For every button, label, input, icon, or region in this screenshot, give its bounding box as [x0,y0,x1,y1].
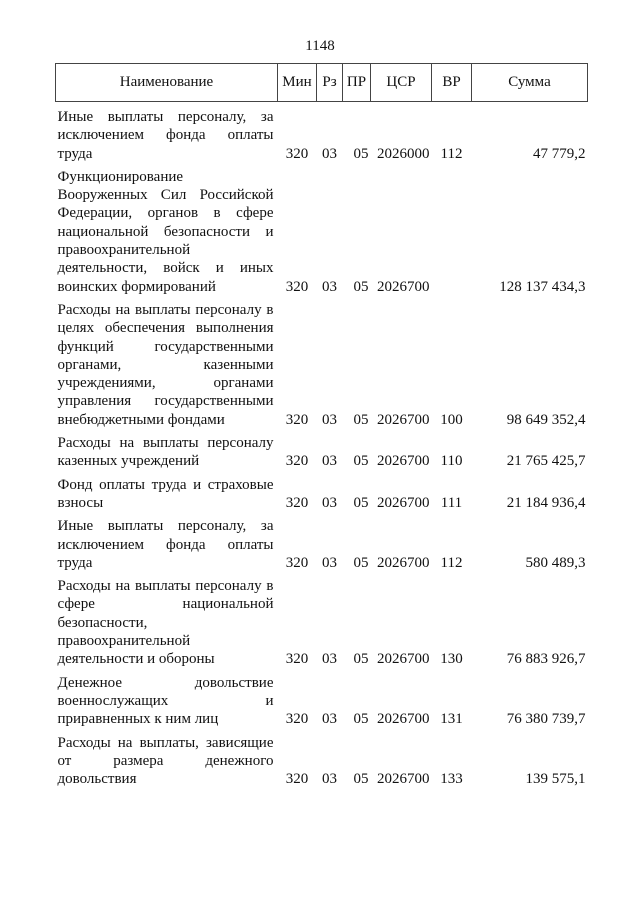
header-pr: ПР [342,63,371,102]
cell-sum: 580 489,3 [525,554,586,571]
cell-pr: 05 [353,771,369,788]
cell-min: 320 [285,453,309,470]
cell-csr: 2026700 [377,453,430,470]
cell-pr: 05 [353,278,369,295]
cell-min: 320 [285,145,309,162]
cell-sum: 21 765 425,7 [506,453,586,470]
cell-name: Денежное довольствие военнослужащих и пр… [57,674,274,728]
table-row: Расходы на выплаты, зависящие от размера… [56,734,588,794]
cell-vr: 110 [440,453,463,470]
header-name: Наименование [55,63,278,102]
cell-vr: 131 [440,711,463,728]
header-vr: ВР [431,63,472,102]
cell-name: Расходы на выплаты, зависящие от размера… [57,734,274,788]
table-row: Расходы на выплаты персоналу в сфере нац… [56,577,588,673]
cell-csr: 2026700 [377,651,430,668]
cell-min: 320 [285,494,309,511]
cell-name: Расходы на выплаты персоналу казенных уч… [57,435,274,470]
cell-vr: 111 [440,494,463,511]
cell-name: Расходы на выплаты персоналу в целях обе… [57,301,274,428]
cell-csr: 2026700 [377,711,430,728]
cell-rz: 03 [322,771,337,788]
cell-csr: 2026700 [377,278,430,295]
cell-sum: 47 779,2 [533,145,586,162]
table-row: Иные выплаты персоналу, за исключением ф… [56,517,588,577]
table-row: Функционирование Вооруженных Сил Российс… [56,168,588,301]
header-sum: Сумма [471,63,588,102]
cell-csr: 2026700 [377,554,430,571]
table-row: Денежное довольствие военнослужащих и пр… [56,674,588,734]
table-row: Расходы на выплаты персоналу в целях обе… [56,301,588,434]
cell-csr: 2026700 [377,494,430,511]
cell-vr: 112 [440,554,463,571]
cell-vr: 130 [440,651,463,668]
cell-rz: 03 [322,453,337,470]
header-csr: ЦСР [370,63,432,102]
cell-pr: 05 [353,651,369,668]
cell-min: 320 [285,651,309,668]
cell-sum: 139 575,1 [525,771,586,788]
cell-vr: 100 [440,411,463,428]
table-row: Фонд оплаты труда и страховые взносы 320 0… [56,476,588,518]
cell-rz: 03 [322,651,337,668]
cell-name: Иные выплаты персоналу, за исключением ф… [57,109,274,162]
cell-rz: 03 [322,554,337,571]
cell-name: Функционирование Вооруженных Сил Российс… [57,168,274,295]
header-min: Мин [277,63,317,102]
cell-rz: 03 [322,411,337,428]
cell-sum: 76 380 739,7 [506,711,586,728]
cell-rz: 03 [322,145,337,162]
cell-rz: 03 [322,278,337,295]
cell-csr: 2026700 [377,411,430,428]
cell-name: Расходы на выплаты персоналу в сфере нац… [57,578,274,668]
cell-pr: 05 [353,554,369,571]
page-number: 1148 [305,38,335,54]
cell-pr: 05 [353,145,369,162]
cell-rz: 03 [322,711,337,728]
cell-pr: 05 [353,453,369,470]
cell-min: 320 [285,711,309,728]
cell-min: 320 [285,411,309,428]
cell-rz: 03 [322,494,337,511]
cell-min: 320 [285,278,309,295]
table-row: Расходы на выплаты персоналу казенных уч… [56,434,588,476]
cell-sum: 21 184 936,4 [506,494,586,511]
cell-sum: 128 137 434,3 [499,278,586,295]
cell-vr [432,168,472,301]
table-header-row: Наименование Мин Рз ПР ЦСР ВР Сумма [55,63,588,102]
cell-sum: 76 883 926,7 [506,651,586,668]
cell-vr: 133 [440,771,463,788]
cell-sum: 98 649 352,4 [506,411,586,428]
cell-min: 320 [285,554,309,571]
cell-pr: 05 [353,411,369,428]
cell-name: Иные выплаты персоналу, за исключением ф… [57,518,274,571]
header-rz: Рз [316,63,343,102]
cell-vr: 112 [440,145,463,162]
budget-table: Наименование Мин Рз ПР ЦСР ВР Сумма Иные… [55,63,588,793]
cell-pr: 05 [353,494,369,511]
cell-min: 320 [285,771,309,788]
cell-pr: 05 [353,711,369,728]
cell-csr: 2026700 [377,771,430,788]
table-row: Иные выплаты персоналу, за исключением ф… [56,102,588,168]
cell-name: Фонд оплаты труда и страховые взносы [57,476,274,511]
cell-csr: 2026000 [377,145,430,162]
